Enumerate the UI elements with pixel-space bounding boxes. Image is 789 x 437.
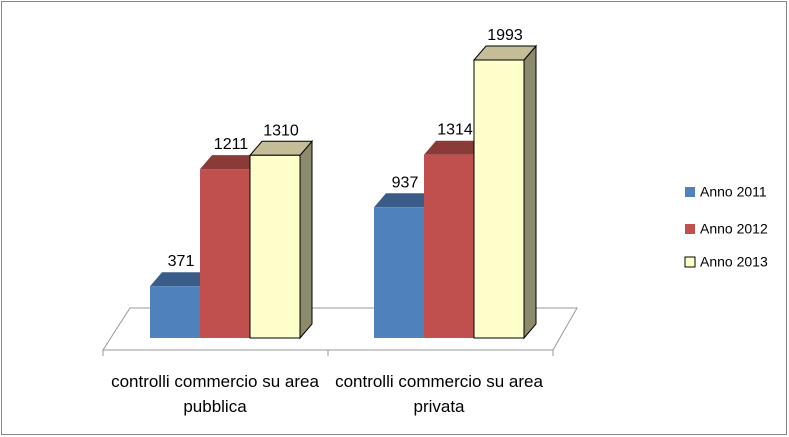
- legend-label: Anno 2011: [700, 184, 767, 200]
- data-label: 1993: [487, 27, 523, 44]
- legend-label: Anno 2013: [700, 254, 768, 270]
- bar-side: [299, 139, 313, 340]
- data-label: 937: [392, 174, 419, 191]
- legend-label: Anno 2012: [700, 221, 768, 237]
- legend-swatch: [685, 187, 695, 197]
- bar: [374, 207, 424, 338]
- data-label: 1310: [263, 122, 299, 139]
- legend-swatch: [685, 224, 695, 234]
- bar: [249, 154, 301, 339]
- bar-top: [424, 140, 486, 155]
- data-label: 371: [168, 253, 195, 270]
- bar: [473, 59, 525, 339]
- bar: [424, 154, 474, 338]
- data-label: 1314: [437, 122, 473, 139]
- legend-swatch: [684, 256, 696, 268]
- bar: [150, 286, 200, 338]
- bar: [200, 169, 250, 338]
- data-label: 1211: [214, 136, 249, 153]
- x-tick-label: controlli commercio su area privata: [335, 372, 543, 416]
- bar-top: [200, 155, 262, 170]
- bar-side: [523, 44, 537, 340]
- bar-top: [374, 193, 436, 208]
- bar-top: [150, 272, 212, 287]
- x-tick-label: controlli commercio su area pubblica: [111, 372, 319, 416]
